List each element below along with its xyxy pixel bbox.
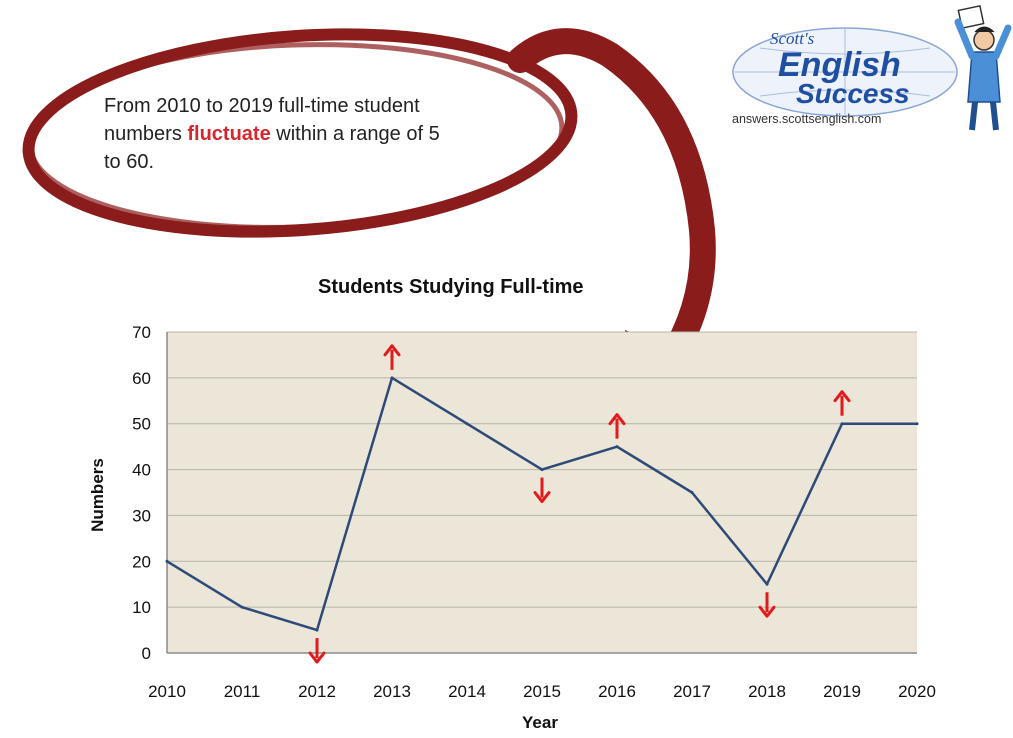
x-tick-label: 2013	[373, 682, 411, 701]
series-students	[165, 376, 919, 632]
data-point	[765, 582, 769, 586]
y-axis-tick-labels: 0 10 20 30 40 50 60 70	[132, 323, 151, 663]
callout-line-3: to 60.	[104, 151, 155, 173]
callout-line-2-start: numbers	[104, 123, 188, 145]
arrow-down-marker	[758, 592, 776, 618]
x-tick-label: 2020	[898, 682, 936, 701]
logo-url: answers.scottsenglish.com	[732, 112, 882, 126]
chart-title: Students Studying Full-time	[318, 276, 584, 298]
data-point	[915, 422, 919, 426]
y-tick-label: 0	[142, 644, 151, 663]
logo-english: English	[778, 46, 901, 84]
line-chart: 0 10 20 30 40 50 60 70 2010 2011 2012 2013 2014 2015…	[88, 323, 936, 732]
x-tick-label: 2018	[748, 682, 786, 701]
x-tick-label: 2017	[673, 682, 711, 701]
x-tick-label: 2014	[448, 682, 486, 701]
mascot-figure	[954, 5, 1012, 131]
callout-line-1: From 2010 to 2019 full-time student	[104, 95, 420, 117]
callout-line-2-end: within a range of 5	[270, 123, 440, 145]
data-point	[390, 376, 394, 380]
x-axis-tick-labels: 2010 2011 2012 2013 2014 2015 2016 2017 2018 2019…	[148, 682, 936, 701]
callout-text: From 2010 to 2019 full-time student numb…	[104, 92, 604, 176]
arrow-down-marker	[533, 477, 551, 504]
y-tick-label: 20	[132, 552, 151, 571]
trend-arrows	[308, 344, 851, 664]
logo-script: Scott's	[770, 29, 815, 48]
x-tick-label: 2010	[148, 682, 186, 701]
logo-success: Success	[796, 78, 910, 109]
logo: Scott's English Success	[732, 5, 1012, 131]
x-axis-label: Year	[522, 713, 558, 732]
y-axis-label: Numbers	[88, 458, 107, 532]
y-tick-label: 50	[132, 415, 151, 434]
callout-line-2: numbers fluctuate within a range of 5	[104, 120, 604, 148]
arrow-down-marker	[308, 638, 326, 664]
y-tick-label: 10	[132, 598, 151, 617]
y-tick-label: 60	[132, 369, 151, 388]
x-tick-label: 2016	[598, 682, 636, 701]
data-point	[690, 491, 694, 494]
data-point	[240, 605, 244, 609]
arrow-up-marker	[608, 413, 626, 439]
data-point	[540, 468, 544, 472]
data-point	[615, 445, 619, 449]
x-tick-label: 2015	[523, 682, 561, 701]
data-point	[840, 422, 844, 426]
y-tick-label: 40	[132, 461, 151, 480]
arrow-up-marker	[833, 390, 851, 416]
callout-highlight-word: fluctuate	[187, 123, 271, 145]
data-point	[165, 559, 169, 563]
data-point	[315, 628, 319, 632]
arrow-up-marker	[383, 344, 401, 370]
y-tick-label: 30	[132, 506, 151, 525]
x-tick-label: 2012	[298, 682, 336, 701]
gridlines	[167, 331, 917, 608]
data-point	[465, 422, 469, 426]
x-tick-label: 2011	[224, 682, 261, 701]
y-tick-label: 70	[132, 323, 151, 342]
x-tick-label: 2019	[823, 682, 861, 701]
